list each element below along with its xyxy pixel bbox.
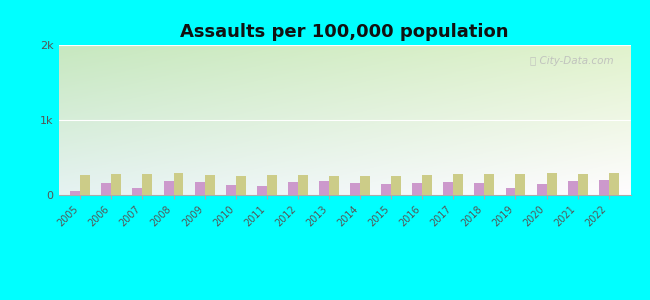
Bar	[391, 176, 401, 195]
Bar	[515, 174, 525, 195]
Bar	[298, 175, 308, 195]
Bar	[288, 182, 298, 195]
Bar	[236, 176, 246, 195]
Title: Assaults per 100,000 population: Assaults per 100,000 population	[180, 23, 509, 41]
Bar	[111, 174, 122, 195]
Bar	[547, 173, 556, 195]
Bar	[70, 191, 80, 195]
Bar	[474, 183, 484, 195]
Bar	[80, 175, 90, 195]
Bar	[164, 181, 174, 195]
Bar	[174, 173, 183, 195]
Bar	[350, 183, 360, 195]
Bar	[484, 174, 495, 195]
Bar	[266, 175, 277, 195]
Bar	[609, 173, 619, 195]
Bar	[360, 176, 370, 195]
Bar	[599, 180, 609, 195]
Bar	[412, 183, 423, 195]
Bar	[205, 175, 214, 195]
Bar	[194, 182, 205, 195]
Bar	[453, 174, 463, 195]
Bar	[133, 188, 142, 195]
Bar	[567, 181, 578, 195]
Bar	[329, 176, 339, 195]
Bar	[443, 182, 453, 195]
Bar	[101, 183, 111, 195]
Bar	[142, 174, 152, 195]
Bar	[578, 174, 588, 195]
Text: ⌕ City-Data.com: ⌕ City-Data.com	[530, 56, 614, 65]
Bar	[537, 184, 547, 195]
Bar	[506, 188, 515, 195]
Bar	[422, 175, 432, 195]
Bar	[319, 181, 329, 195]
Bar	[381, 184, 391, 195]
Bar	[257, 186, 266, 195]
Bar	[226, 185, 236, 195]
